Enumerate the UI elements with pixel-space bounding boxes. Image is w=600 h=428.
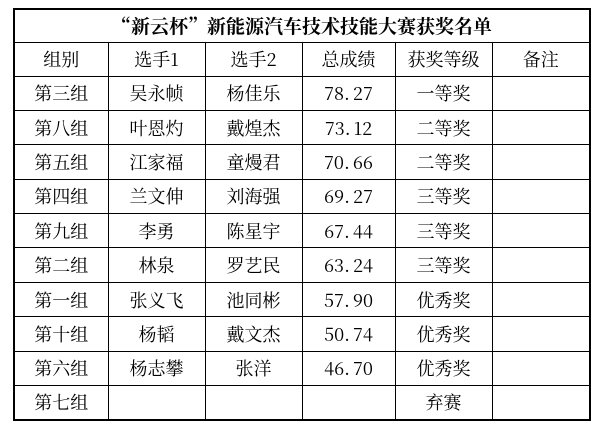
cell-remark (491, 247, 591, 283)
cell-remark (491, 316, 591, 352)
cell-group: 第八组 (13, 109, 109, 146)
cell-player2: 童熳君 (204, 144, 303, 180)
cell-player2: 戴文杰 (204, 316, 303, 352)
cell-score: 46. 70 (301, 350, 396, 387)
cell-score: 73. 12 (301, 109, 396, 146)
cell-award: 二等奖 (394, 109, 493, 146)
cell-player1: 杨志攀 (107, 350, 206, 387)
cell-player2: 陈星宇 (204, 213, 303, 249)
table-row: 第三组 吴永帧 杨佳乐 78. 27 一等奖 (13, 75, 591, 111)
cell-player1: 江家福 (107, 144, 206, 180)
cell-award: 二等奖 (394, 144, 493, 180)
table-row: 第八组 叶恩灼 戴煌杰 73. 12 二等奖 (13, 109, 591, 146)
cell-score (301, 385, 396, 421)
cell-group: 第六组 (13, 350, 109, 387)
cell-group: 第一组 (13, 281, 109, 318)
cell-player2: 戴煌杰 (204, 109, 303, 146)
cell-award: 优秀奖 (394, 350, 493, 387)
table-title: “新云杯”新能源汽车技术技能大赛获奖名单 (13, 8, 591, 43)
cell-score: 70. 66 (301, 144, 396, 180)
column-header-group: 组别 (13, 41, 109, 77)
cell-remark (491, 109, 591, 146)
cell-group: 第五组 (13, 144, 109, 180)
column-header-player2: 选手2 (204, 41, 303, 77)
cell-award: 优秀奖 (394, 316, 493, 352)
cell-group: 第三组 (13, 75, 109, 111)
cell-award: 弃赛 (394, 385, 493, 421)
table-row: 第十组 杨韬 戴文杰 50. 74 优秀奖 (13, 316, 591, 352)
cell-remark (491, 178, 591, 215)
cell-remark (491, 75, 591, 111)
cell-remark (491, 213, 591, 249)
cell-group: 第十组 (13, 316, 109, 352)
cell-score: 69. 27 (301, 178, 396, 215)
cell-player2: 池同彬 (204, 281, 303, 318)
column-header-award: 获奖等级 (394, 41, 493, 77)
column-header-score: 总成绩 (301, 41, 396, 77)
table-row: 第九组 李勇 陈星宇 67. 44 三等奖 (13, 213, 591, 249)
cell-score: 57. 90 (301, 281, 396, 318)
cell-player1: 张义飞 (107, 281, 206, 318)
cell-remark (491, 144, 591, 180)
cell-award: 优秀奖 (394, 281, 493, 318)
table-row: 第一组 张义飞 池同彬 57. 90 优秀奖 (13, 281, 591, 318)
cell-player1: 吴永帧 (107, 75, 206, 111)
cell-award: 三等奖 (394, 213, 493, 249)
cell-player1: 兰文伸 (107, 178, 206, 215)
cell-score: 67. 44 (301, 213, 396, 249)
cell-award: 一等奖 (394, 75, 493, 111)
column-header-remark: 备注 (491, 41, 591, 77)
cell-score: 78. 27 (301, 75, 396, 111)
cell-player1: 杨韬 (107, 316, 206, 352)
award-table: “新云杯”新能源汽车技术技能大赛获奖名单 组别 选手1 选手2 总成绩 获奖等级… (13, 8, 592, 421)
table-row: 第七组 弃赛 (13, 385, 591, 421)
cell-group: 第九组 (13, 213, 109, 249)
cell-score: 50. 74 (301, 316, 396, 352)
cell-score: 63. 24 (301, 247, 396, 283)
cell-player2 (204, 385, 303, 421)
cell-group: 第二组 (13, 247, 109, 283)
cell-player2: 杨佳乐 (204, 75, 303, 111)
header-row: 组别 选手1 选手2 总成绩 获奖等级 备注 (13, 41, 591, 77)
title-row: “新云杯”新能源汽车技术技能大赛获奖名单 (13, 8, 591, 43)
cell-remark (491, 385, 591, 421)
cell-player1: 李勇 (107, 213, 206, 249)
cell-award: 三等奖 (394, 247, 493, 283)
cell-player2: 张洋 (204, 350, 303, 387)
table-row: 第五组 江家福 童熳君 70. 66 二等奖 (13, 144, 591, 180)
cell-remark (491, 350, 591, 387)
cell-player2: 刘海强 (204, 178, 303, 215)
table-row: 第二组 林泉 罗艺民 63. 24 三等奖 (13, 247, 591, 283)
cell-player2: 罗艺民 (204, 247, 303, 283)
column-header-player1: 选手1 (107, 41, 206, 77)
cell-award: 三等奖 (394, 178, 493, 215)
cell-player1 (107, 385, 206, 421)
table-row: 第六组 杨志攀 张洋 46. 70 优秀奖 (13, 350, 591, 387)
cell-remark (491, 281, 591, 318)
cell-player1: 林泉 (107, 247, 206, 283)
table-body: 第三组 吴永帧 杨佳乐 78. 27 一等奖 第八组 叶恩灼 戴煌杰 73. 12 二等奖 第五组江… (13, 75, 591, 421)
cell-group: 第七组 (13, 385, 109, 421)
cell-player1: 叶恩灼 (107, 109, 206, 146)
table-row: 第四组 兰文伸 刘海强 69. 27 三等奖 (13, 178, 591, 215)
cell-group: 第四组 (13, 178, 109, 215)
